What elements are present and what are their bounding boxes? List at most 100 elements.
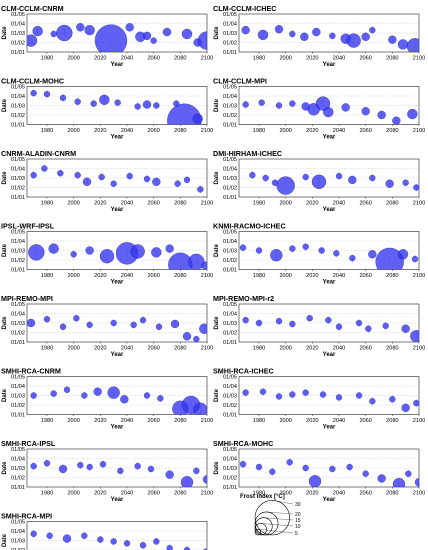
x-tick-label: 2060	[147, 56, 159, 62]
x-axis-label: Year	[323, 135, 336, 141]
panel: CLM-CCLM-CNRM 01/01 01/02 01/03 01/04 01/05 19…	[1, 4, 213, 68]
panel-title: DMI-HIRHAM-ICHEC	[213, 149, 282, 158]
x-tick-label: 2000	[67, 418, 79, 424]
x-tick-label: 2080	[174, 346, 186, 352]
y-tick-label: 01/05	[11, 375, 25, 381]
x-axis-label: Year	[111, 352, 124, 358]
data-point	[30, 392, 37, 399]
data-point	[77, 461, 84, 469]
data-point	[270, 249, 283, 262]
x-tick-label: 2020	[306, 56, 318, 62]
data-point	[382, 322, 389, 330]
data-point	[62, 534, 72, 543]
panel-title: CLM-CCLM-MOHC	[1, 77, 64, 86]
data-point	[199, 323, 207, 334]
data-point	[242, 316, 249, 324]
x-tick-label: 2020	[306, 346, 318, 352]
x-tick-label: 2000	[279, 56, 291, 62]
data-point	[150, 37, 157, 44]
x-tick-label: 2100	[413, 128, 425, 134]
data-point	[397, 39, 409, 50]
data-point	[70, 251, 77, 258]
x-tick-label: 1980	[41, 491, 53, 497]
data-point	[76, 23, 85, 32]
data-point	[166, 544, 173, 550]
x-tick-label: 2080	[386, 128, 398, 134]
x-tick-label: 2080	[174, 201, 186, 207]
data-point	[392, 478, 406, 487]
y-tick-label: 01/02	[11, 403, 25, 409]
data-point	[30, 462, 37, 470]
data-point	[341, 103, 350, 112]
data-point	[329, 465, 336, 473]
x-axis-label: Year	[323, 207, 336, 213]
data-point	[143, 175, 151, 183]
panel: MPI-REMO-MPI 01/01 01/02 01/03 01/04 01/05 198…	[1, 294, 213, 358]
panel-title: MPI-REMO-MPI-r2	[213, 294, 274, 303]
x-tick-label: 2000	[67, 56, 79, 62]
y-tick-label: 01/05	[11, 85, 25, 91]
data-point	[275, 317, 283, 325]
y-axis-label: Date	[2, 171, 8, 185]
panel-title: SMHI-RCA-IPSL	[1, 439, 56, 448]
x-tick-label: 1980	[253, 418, 265, 424]
data-point	[57, 170, 64, 177]
y-tick-label: 01/01	[223, 123, 237, 129]
data-point	[183, 546, 191, 550]
data-point	[86, 463, 93, 471]
legend-leader	[257, 529, 294, 534]
data-point	[286, 459, 293, 466]
data-point	[43, 316, 51, 323]
data-point	[151, 247, 162, 258]
panel: MPI-REMO-MPI-r2 01/01 01/02 01/03 01/04 01/05…	[213, 294, 425, 358]
data-point	[99, 249, 115, 264]
x-tick-label: 2100	[201, 273, 213, 279]
x-tick-label: 1980	[41, 56, 53, 62]
data-point	[110, 180, 117, 187]
data-point	[81, 392, 88, 399]
data-point	[48, 243, 59, 254]
x-tick-label: 2060	[359, 346, 371, 352]
data-point	[180, 476, 194, 487]
y-tick-label: 01/04	[223, 312, 237, 318]
panel: SMHI-RCA-MPI01/0101/0201/0301/0401/05198…	[1, 512, 208, 550]
legend-leader	[260, 523, 294, 527]
y-tick-label: 01/02	[223, 476, 237, 482]
x-tick-label: 2060	[359, 418, 371, 424]
data-point	[401, 324, 410, 333]
data-point	[335, 394, 343, 401]
y-tick-label: 01/02	[11, 258, 25, 264]
data-point	[181, 28, 193, 40]
data-point	[319, 391, 327, 398]
y-tick-label: 01/03	[223, 394, 237, 400]
x-tick-label: 2040	[121, 491, 133, 497]
x-tick-label: 2060	[147, 201, 159, 207]
data-point	[142, 31, 152, 40]
x-tick-label: 2080	[386, 346, 398, 352]
data-point	[74, 98, 81, 105]
y-tick-label: 01/03	[11, 104, 25, 110]
x-tick-label: 2060	[147, 418, 159, 424]
x-tick-label: 1980	[41, 418, 53, 424]
data-point	[165, 244, 174, 253]
y-tick-label: 01/02	[223, 331, 237, 337]
panel-title: CLM-CCLM-ICHEC	[213, 4, 276, 13]
y-tick-label: 01/04	[223, 167, 237, 173]
data-point	[239, 461, 247, 468]
data-point	[312, 27, 321, 37]
y-tick-label: 01/02	[223, 403, 237, 409]
data-point	[30, 530, 37, 537]
data-point	[414, 478, 419, 487]
y-tick-label: 01/04	[223, 239, 237, 245]
x-tick-label: 2060	[359, 201, 371, 207]
y-tick-label: 01/03	[11, 321, 25, 327]
data-point	[375, 247, 404, 270]
y-axis-label: Date	[2, 461, 8, 475]
data-point	[311, 174, 327, 189]
plot-area	[26, 521, 208, 550]
y-tick-label: 01/04	[11, 22, 25, 28]
data-point	[170, 319, 180, 329]
data-point	[28, 244, 45, 261]
data-point	[315, 96, 331, 111]
